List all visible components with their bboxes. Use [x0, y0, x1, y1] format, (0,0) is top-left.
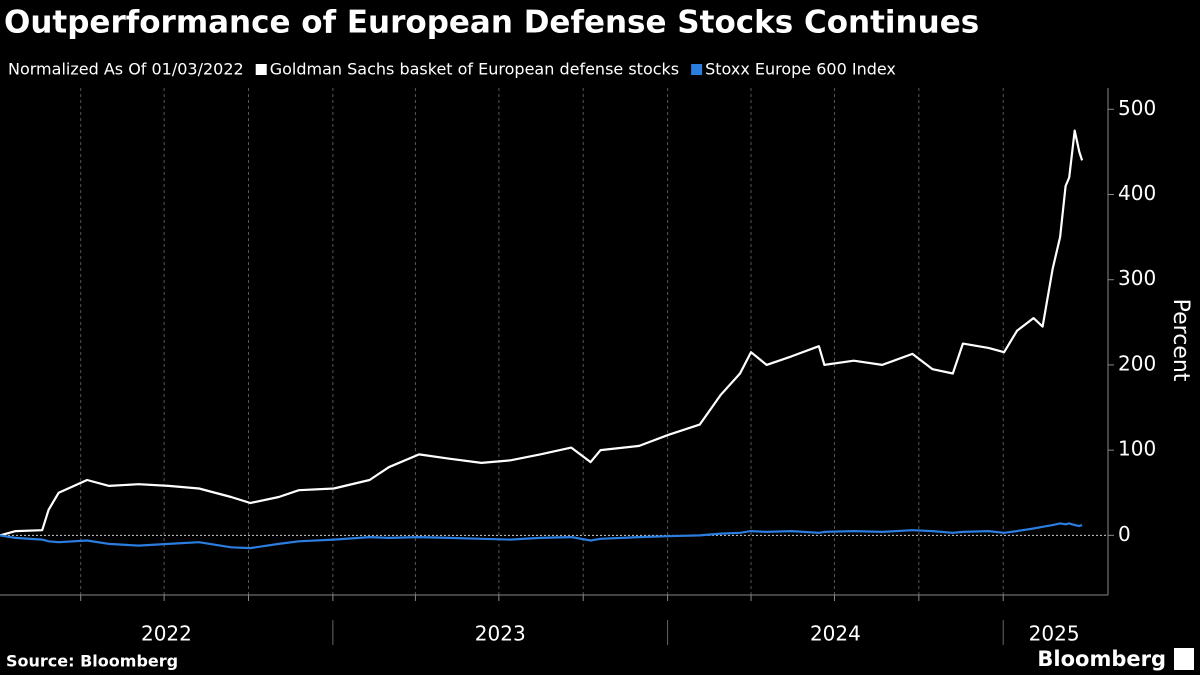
x-tick-label: 2025 — [1029, 622, 1080, 646]
logo: Bloomberg — [1037, 647, 1166, 671]
legend-label: Stoxx Europe 600 Index — [705, 60, 896, 79]
source: Source: Bloomberg — [6, 652, 178, 671]
y-tick-label: 0 — [1118, 522, 1131, 546]
y-tick-label: 100 — [1118, 437, 1156, 461]
series-line — [0, 129, 1084, 537]
legend-swatch — [255, 64, 267, 75]
y-axis-label: Percent — [1168, 299, 1193, 382]
logo-icon — [1174, 648, 1194, 670]
y-tick-label: 300 — [1118, 266, 1156, 290]
x-tick-label: 2023 — [475, 622, 526, 646]
y-tick-label: 400 — [1118, 181, 1156, 205]
y-tick-label: 500 — [1118, 96, 1156, 120]
chart-title: Outperformance of European Defense Stock… — [4, 5, 979, 41]
series-line — [0, 522, 1083, 550]
x-tick-label: 2022 — [141, 622, 192, 646]
legend-label: Goldman Sachs basket of European defense… — [270, 60, 679, 79]
subtitle: Normalized As Of 01/03/2022 — [8, 60, 244, 79]
y-tick-label: 200 — [1118, 351, 1156, 375]
x-tick-label: 2024 — [810, 622, 861, 646]
legend-swatch — [691, 64, 703, 75]
